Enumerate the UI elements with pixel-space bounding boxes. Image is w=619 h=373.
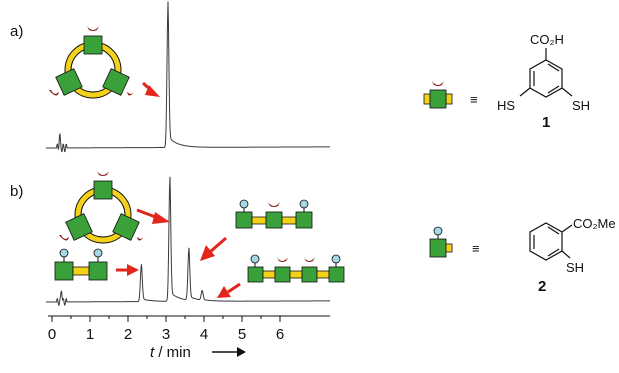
- time-symbol: t: [150, 344, 155, 361]
- panel-label-b: b): [10, 183, 23, 200]
- benzene-ring-1: [529, 59, 563, 98]
- x-tick-label: 3: [162, 326, 170, 343]
- thiol-group-left: HS: [497, 98, 515, 113]
- x-tick-label: 2: [124, 326, 132, 343]
- x-axis-title: t / min: [150, 344, 191, 361]
- capping-block-icon: [429, 226, 453, 258]
- x-tick-label: 1: [86, 326, 94, 343]
- trithiol-block-icon: [423, 81, 453, 109]
- chromatogram-trace-a: [46, 1, 331, 153]
- x-tick-label: 4: [200, 326, 208, 343]
- equivalence-sign-2: ≡: [472, 241, 480, 256]
- legend-compound-1: ≡ CO₂H HS SH 1: [423, 32, 590, 131]
- arrow-a-icon: [142, 81, 160, 97]
- x-axis: 0 1 2 3 4 5 6 t / min: [48, 315, 330, 361]
- capped-dimer-icon: [54, 248, 108, 281]
- thiol-group: SH: [566, 260, 584, 275]
- equivalence-sign-1: ≡: [470, 92, 478, 107]
- time-unit: / min: [154, 344, 191, 361]
- x-tick-label: 5: [238, 326, 246, 343]
- ester-group: CO₂Me: [573, 216, 616, 231]
- thiol-group-right: SH: [572, 98, 590, 113]
- arrow-dimer-icon: [116, 264, 139, 276]
- capped-trimer-icon: [235, 199, 313, 229]
- legend-compound-2: ≡ CO₂Me SH 2: [429, 216, 616, 295]
- chromatograms: [46, 1, 331, 307]
- carboxyl-group: CO₂H: [530, 32, 564, 47]
- panel-label-a: a): [10, 23, 23, 40]
- x-tick-label: 6: [276, 326, 284, 343]
- compound-number-1: 1: [542, 114, 550, 131]
- benzene-ring-2: [529, 222, 563, 261]
- red-arrows: [116, 81, 241, 298]
- compound-number-2: 2: [538, 278, 546, 295]
- cyclic-trimer-icon: [49, 26, 135, 99]
- capped-tetramer-icon: [247, 254, 345, 283]
- chromatogram-trace-b: [46, 176, 331, 307]
- arrow-capped-tetramer-icon: [217, 282, 241, 298]
- x-tick-label: 0: [48, 326, 56, 343]
- axis-direction-arrow-icon: [212, 347, 246, 357]
- cyclic-trimer-b-icon: [59, 171, 145, 244]
- arrow-trimer-icon: [136, 208, 170, 224]
- arrow-capped-trimer-icon: [200, 236, 227, 261]
- x-axis-ticks: 0 1 2 3 4 5 6: [48, 316, 284, 343]
